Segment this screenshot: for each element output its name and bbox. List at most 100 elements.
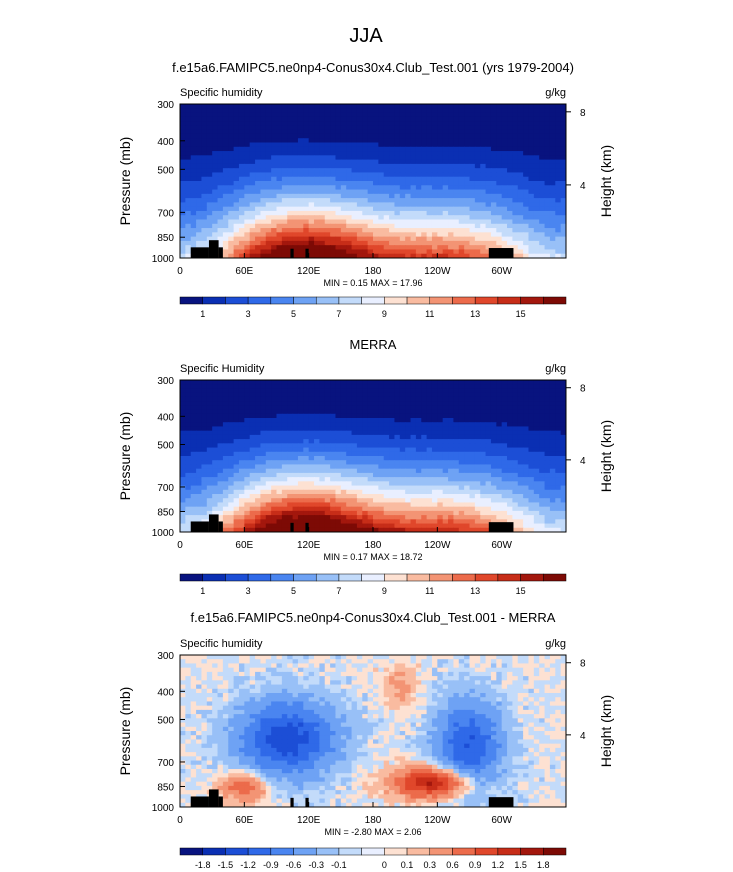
field-cell xyxy=(319,498,326,504)
terrain-block xyxy=(218,247,223,258)
field-cell xyxy=(544,388,551,394)
field-cell xyxy=(281,172,288,178)
field-cell xyxy=(356,506,363,512)
field-cell xyxy=(442,104,449,109)
field-cell xyxy=(458,510,465,516)
field-cell xyxy=(201,163,208,169)
field-cell xyxy=(303,181,310,186)
field-cell xyxy=(276,172,283,178)
field-cell xyxy=(560,163,566,169)
field-cell xyxy=(190,413,197,419)
field-cell xyxy=(287,477,294,482)
field-cell xyxy=(238,133,245,139)
field-cell xyxy=(490,155,497,161)
field-cell xyxy=(442,245,449,251)
field-cell xyxy=(255,253,262,258)
field-cell xyxy=(373,426,379,432)
field-cell xyxy=(378,388,385,394)
field-cell xyxy=(389,468,396,474)
field-cell xyxy=(238,108,245,114)
field-cell xyxy=(555,392,562,398)
field-cell xyxy=(297,384,304,390)
field-cell xyxy=(190,104,197,109)
colorbar-swatch xyxy=(497,296,521,305)
colorbar-swatch xyxy=(406,296,431,305)
field-cell xyxy=(362,510,369,516)
field-cell xyxy=(507,434,513,440)
field-cell xyxy=(383,405,390,411)
field-cell xyxy=(533,155,540,161)
field-cell xyxy=(265,253,272,258)
field-cell xyxy=(222,121,229,126)
field-cell xyxy=(474,155,481,161)
field-cell xyxy=(180,426,186,432)
field-cell xyxy=(222,129,229,135)
field-cell xyxy=(512,401,519,406)
field-cell xyxy=(297,380,304,385)
field-cell xyxy=(190,121,197,126)
field-cell xyxy=(405,125,412,131)
field-cell xyxy=(330,443,337,449)
field-cell xyxy=(496,125,503,131)
field-cell xyxy=(201,460,208,466)
field-cell xyxy=(297,405,304,411)
field-cell xyxy=(480,430,487,436)
field-cell xyxy=(389,198,396,203)
field-cell xyxy=(335,405,342,411)
field-cell xyxy=(292,515,299,520)
field-cell xyxy=(249,413,256,419)
field-cell xyxy=(281,489,288,495)
field-cell xyxy=(480,163,487,169)
field-cell xyxy=(346,155,353,161)
field-cell xyxy=(544,151,551,156)
field-cell xyxy=(383,460,390,466)
field-cell xyxy=(362,159,369,165)
field-cell xyxy=(255,434,262,440)
field-cell xyxy=(378,232,385,238)
field-cell xyxy=(340,215,347,221)
field-cell xyxy=(544,172,551,178)
field-cell xyxy=(255,460,262,466)
field-cell xyxy=(517,172,524,178)
field-cell xyxy=(544,104,551,109)
field-cell xyxy=(367,240,374,246)
field-cell xyxy=(517,151,524,156)
field-cell xyxy=(292,502,299,508)
field-cell xyxy=(560,430,566,436)
field-cell xyxy=(297,443,304,449)
field-cell xyxy=(367,456,374,461)
field-cell xyxy=(426,409,433,415)
field-cell xyxy=(415,240,422,246)
field-cell xyxy=(303,112,310,118)
field-cell xyxy=(346,112,353,118)
field-cell xyxy=(399,155,406,161)
field-cell xyxy=(190,401,197,406)
field-cell xyxy=(222,413,229,419)
field-cell xyxy=(410,181,417,186)
field-cell xyxy=(453,146,460,152)
field-cell xyxy=(335,472,342,478)
field-cell xyxy=(453,443,460,449)
field-cell xyxy=(539,236,546,242)
field-cell xyxy=(373,468,379,474)
field-cell xyxy=(196,151,203,156)
field-cell xyxy=(255,481,262,487)
field-cell xyxy=(265,176,272,182)
field-cell xyxy=(367,447,374,453)
field-cell xyxy=(303,439,310,444)
field-cell xyxy=(421,108,428,114)
field-cell xyxy=(201,108,208,114)
field-cell xyxy=(190,380,197,385)
field-cell xyxy=(507,451,513,457)
field-cell xyxy=(496,472,503,478)
field-cell xyxy=(185,498,192,504)
field-cell xyxy=(415,388,422,394)
field-cell xyxy=(549,146,556,152)
field-cell xyxy=(378,494,385,499)
field-cell xyxy=(330,409,337,415)
field-cell xyxy=(448,138,455,144)
field-cell xyxy=(356,121,363,126)
field-cell xyxy=(346,451,353,457)
field-cell xyxy=(265,468,272,474)
field-cell xyxy=(442,434,449,440)
